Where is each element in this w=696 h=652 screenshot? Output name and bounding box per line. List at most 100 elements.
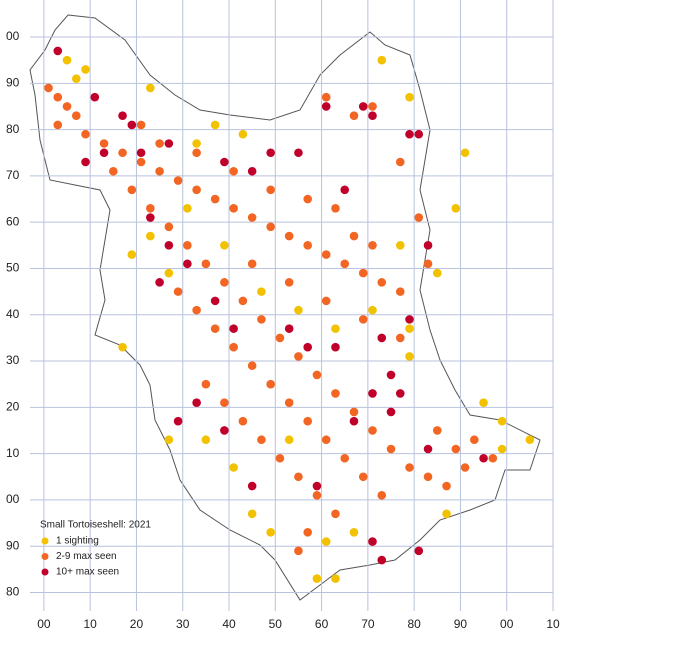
dot (284, 324, 294, 333)
dot (294, 352, 303, 361)
dot (395, 287, 405, 296)
x-tick-label: 80 (407, 617, 421, 631)
dot (479, 398, 488, 408)
dot (53, 92, 63, 102)
dot (44, 83, 53, 93)
dot (340, 185, 350, 195)
dot (136, 148, 146, 158)
dot (118, 111, 127, 121)
dot (71, 111, 81, 121)
dot (257, 435, 266, 445)
dot (90, 92, 100, 102)
legend-title: Small Tortoiseshell: 2021 (40, 520, 151, 531)
grid: 00 10 20 30 40 50 60 70 80 90 00 10 00 90 80 70 60 50 40 30… (6, 0, 560, 631)
dot (303, 528, 312, 537)
dot (284, 435, 294, 445)
dot (183, 203, 192, 213)
dot (358, 102, 368, 111)
dot (368, 111, 377, 121)
x-tick-label: 50 (269, 617, 283, 631)
county-outline (29, 14, 541, 601)
dot (238, 129, 248, 139)
dot (53, 120, 63, 130)
dot (229, 203, 238, 213)
dot (395, 241, 405, 250)
dot (497, 444, 507, 454)
dot (294, 546, 303, 556)
dot (247, 481, 257, 491)
x-tick-label: 00 (37, 617, 51, 631)
dot (173, 287, 183, 296)
x-tick-label: 00 (500, 617, 514, 631)
dot (155, 139, 164, 148)
dot (173, 416, 183, 426)
dot (423, 241, 433, 250)
dot (460, 148, 470, 158)
dot (183, 241, 192, 250)
legend-marker (41, 537, 49, 545)
dot (432, 268, 442, 278)
dot (312, 574, 322, 583)
y-tick-label: 60 (6, 214, 20, 228)
dot (303, 241, 312, 250)
y-tick-label: 00 (6, 29, 20, 43)
dot (423, 444, 433, 454)
dots (44, 46, 535, 583)
x-tick-label: 20 (130, 617, 144, 631)
x-tick-label: 90 (454, 617, 468, 631)
dot (201, 379, 211, 389)
dot (99, 148, 109, 158)
dot (294, 305, 303, 315)
legend-label: 1 sighting (56, 536, 99, 547)
dot (127, 185, 137, 195)
dot (312, 370, 322, 380)
dot (229, 324, 238, 333)
dot (303, 342, 312, 352)
dot (81, 65, 90, 74)
dot (377, 490, 387, 500)
dot (488, 453, 498, 463)
dot (340, 453, 350, 463)
dot (210, 324, 220, 333)
legend-marker (41, 553, 49, 560)
y-tick-label: 20 (6, 400, 20, 414)
dot (368, 389, 377, 398)
dot (451, 444, 461, 454)
dot (405, 463, 414, 472)
dot (238, 296, 248, 306)
dot (146, 203, 155, 213)
dot (479, 453, 488, 463)
dot (71, 74, 81, 83)
dot (331, 324, 340, 333)
dot (284, 278, 294, 287)
dot (358, 268, 368, 278)
dot (118, 342, 127, 352)
dot (62, 102, 72, 111)
dot (164, 268, 174, 278)
x-tick-label: 60 (315, 617, 329, 631)
legend-label: 2-9 max seen (56, 551, 117, 562)
dot (220, 426, 229, 435)
dot (377, 333, 387, 343)
dot (405, 129, 414, 139)
dot (358, 315, 368, 324)
dot (414, 213, 424, 222)
dot (331, 574, 340, 583)
dot (257, 315, 266, 324)
dot (321, 92, 331, 102)
dot (99, 139, 109, 148)
dot (395, 157, 405, 167)
dot (414, 129, 424, 139)
dot (136, 120, 146, 130)
dot (192, 148, 201, 158)
dot (210, 194, 220, 204)
dot (118, 148, 127, 158)
dot (377, 555, 387, 565)
dot (395, 333, 405, 343)
dot (220, 241, 229, 250)
legend: Small Tortoiseshell: 2021 1 sighting 2-9 … (40, 520, 151, 578)
y-tick-label: 90 (6, 538, 20, 552)
dot (312, 481, 322, 491)
dot (201, 259, 211, 269)
dot (127, 120, 137, 130)
